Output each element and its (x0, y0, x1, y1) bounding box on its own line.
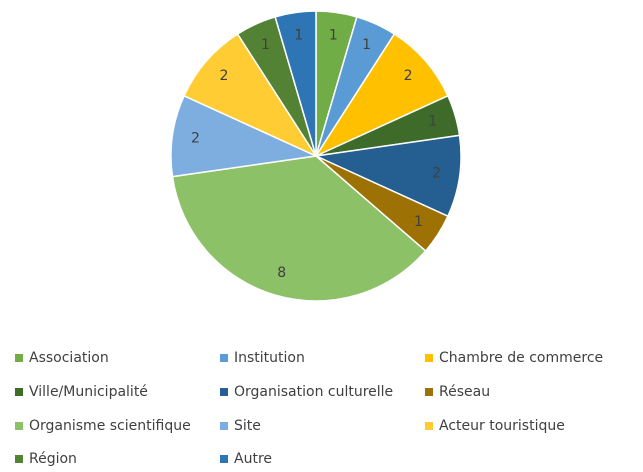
legend-label: Réseau (439, 384, 490, 400)
data-label: 2 (191, 131, 200, 147)
legend-swatch (425, 388, 433, 396)
legend-label: Ville/Municipalité (29, 384, 148, 400)
legend-label: Acteur touristique (439, 418, 565, 434)
legend-swatch (15, 422, 23, 430)
data-label: 8 (277, 265, 286, 281)
legend-label: Chambre de commerce (439, 350, 603, 366)
legend-swatch (220, 354, 228, 362)
legend-label: Institution (234, 350, 305, 366)
legend-label: Organisation culturelle (234, 384, 393, 400)
legend-label: Autre (234, 451, 272, 467)
data-label: 1 (261, 37, 270, 53)
pie-slice (313, 32, 449, 158)
data-label: 1 (428, 114, 437, 130)
data-label: 1 (362, 37, 371, 53)
pie-slice (171, 155, 427, 302)
legend-label: Organisme scientifique (29, 418, 191, 434)
pie-slice (170, 94, 319, 178)
data-label: 1 (329, 27, 338, 43)
legend-swatch (15, 354, 23, 362)
legend-swatch (15, 455, 23, 463)
legend-label: Site (234, 418, 261, 434)
data-label: 2 (404, 68, 413, 84)
data-label: 1 (294, 27, 303, 43)
data-label: 2 (219, 68, 228, 84)
legend-swatch (220, 388, 228, 396)
legend-swatch (425, 354, 433, 362)
data-label: 1 (414, 214, 423, 230)
pie-slice (274, 10, 317, 157)
legend-swatch (220, 422, 228, 430)
legend-swatch (220, 455, 228, 463)
legend-label: Association (29, 350, 109, 366)
legend-label: Région (29, 451, 77, 467)
data-label: 2 (432, 165, 441, 181)
legend-swatch (15, 388, 23, 396)
pie-slice (183, 32, 319, 158)
legend-swatch (425, 422, 433, 430)
pie-slice (313, 134, 462, 218)
